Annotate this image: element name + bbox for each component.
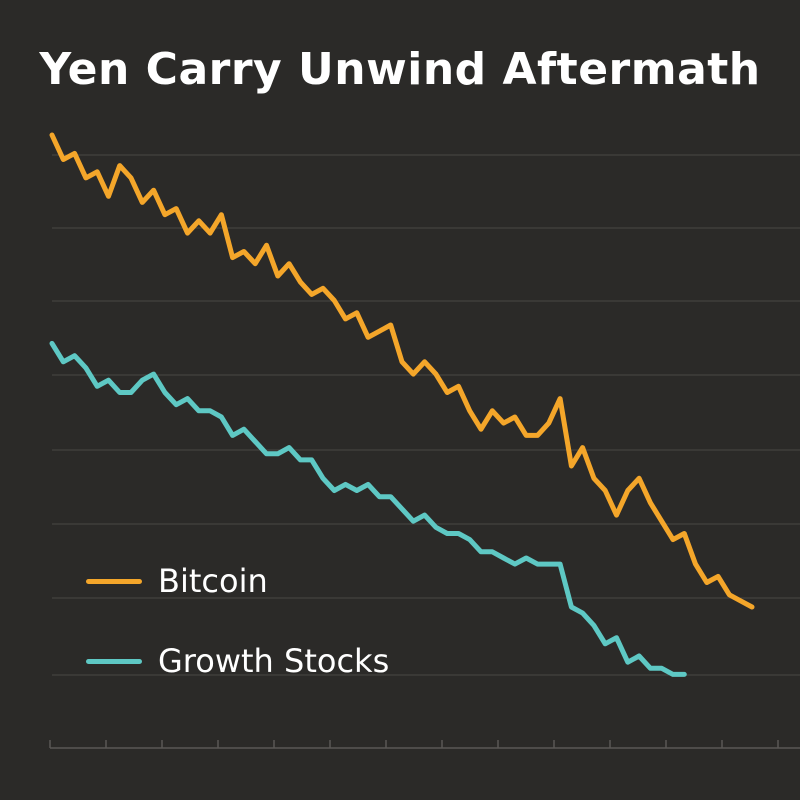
legend-item-growth-stocks: Growth Stocks bbox=[86, 636, 486, 686]
legend-label-growth-stocks: Growth Stocks bbox=[158, 642, 390, 680]
series-line-bitcoin bbox=[49, 132, 755, 610]
series-line-growth-stocks bbox=[49, 340, 687, 677]
legend-swatch-growth-stocks bbox=[86, 658, 142, 664]
x-axis bbox=[49, 740, 800, 749]
legend-label-bitcoin: Bitcoin bbox=[158, 562, 268, 600]
series-lines bbox=[49, 132, 755, 677]
legend: Bitcoin Growth Stocks bbox=[86, 556, 486, 716]
legend-item-bitcoin: Bitcoin bbox=[86, 556, 486, 606]
chart-title: Yen Carry Unwind Aftermath bbox=[39, 44, 761, 95]
gridlines bbox=[52, 154, 800, 676]
legend-swatch-bitcoin bbox=[86, 578, 142, 584]
